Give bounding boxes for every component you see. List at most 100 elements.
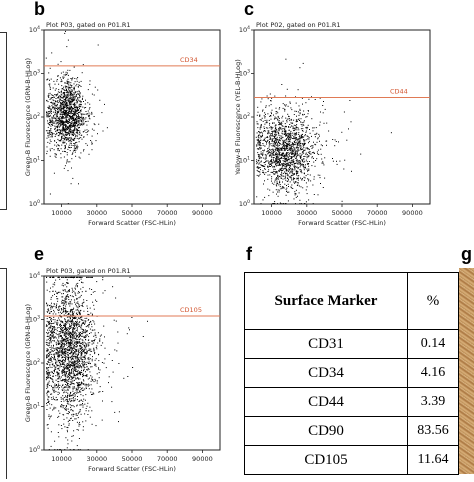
event-dot (68, 355, 69, 356)
event-dot (268, 163, 269, 164)
event-dot (294, 168, 295, 169)
event-dot (307, 138, 308, 139)
event-dot (64, 408, 65, 409)
event-dot (49, 414, 50, 415)
event-dots (256, 59, 392, 204)
event-dot (298, 168, 299, 169)
event-dot (288, 135, 289, 136)
event-dot (260, 137, 261, 138)
event-dot (70, 143, 71, 144)
event-dot (68, 381, 69, 382)
event-dot (263, 172, 264, 173)
y-tick-label: 100 (239, 199, 250, 208)
event-dot (309, 149, 310, 150)
event-dot (285, 173, 286, 174)
event-dot (57, 148, 58, 149)
event-dot (283, 148, 284, 149)
event-dot (71, 110, 72, 111)
event-dot (96, 347, 97, 348)
event-dot (62, 389, 63, 390)
event-dot (73, 291, 74, 292)
event-dot (93, 330, 94, 331)
event-dot (65, 145, 66, 146)
event-dot (80, 353, 81, 354)
event-dot (82, 306, 83, 307)
event-dot (74, 127, 75, 128)
event-dot (79, 95, 80, 96)
event-dot (65, 384, 66, 385)
event-dot (298, 139, 299, 140)
event-dot (75, 378, 76, 379)
event-dot (268, 175, 269, 176)
event-dot (63, 118, 64, 119)
event-dot (283, 160, 284, 161)
event-dot (277, 157, 278, 158)
event-dot (62, 77, 63, 78)
event-dot (59, 333, 60, 334)
event-dot (80, 125, 81, 126)
event-dot (57, 113, 58, 114)
event-dot (61, 111, 62, 112)
event-dot (77, 283, 78, 284)
event-dot (262, 133, 263, 134)
event-dot (76, 100, 77, 101)
event-dot (302, 160, 303, 161)
event-dot (53, 331, 54, 332)
event-dot (283, 108, 284, 109)
event-dot (286, 195, 287, 196)
event-dot (299, 105, 300, 106)
event-dot (64, 329, 65, 330)
x-tick-label: 70000 (157, 209, 178, 217)
event-dot (49, 359, 50, 360)
event-dot (276, 108, 277, 109)
event-dot (77, 327, 78, 328)
event-dot (75, 81, 76, 82)
event-dot (292, 168, 293, 169)
event-dot (75, 363, 76, 364)
event-dot (304, 180, 305, 181)
event-dot (58, 337, 59, 338)
event-dot (63, 290, 64, 291)
event-dot (281, 157, 282, 158)
event-dot (268, 195, 269, 196)
event-dot (286, 139, 287, 140)
event-dot (66, 130, 67, 131)
event-dot (55, 367, 56, 368)
event-dot (71, 107, 72, 108)
event-dot (290, 145, 291, 146)
event-dot (74, 300, 75, 301)
event-dot (272, 166, 273, 167)
event-dot (55, 110, 56, 111)
event-dot (70, 332, 71, 333)
event-dot (62, 312, 63, 313)
event-dot (75, 354, 76, 355)
event-dot (83, 380, 84, 381)
event-dot (286, 148, 287, 149)
event-dot (100, 369, 101, 370)
event-dot (67, 440, 68, 441)
event-dot (88, 386, 89, 387)
event-dot (54, 332, 55, 333)
event-dot (277, 112, 278, 113)
event-dot (284, 149, 285, 150)
event-dot (72, 337, 73, 338)
event-dot (82, 333, 83, 334)
event-dot (70, 103, 71, 104)
event-dot (68, 79, 69, 80)
event-dot (74, 351, 75, 352)
event-dot (79, 277, 80, 278)
event-dot (305, 156, 306, 157)
event-dot (295, 166, 296, 167)
event-dot (77, 97, 78, 98)
event-dot (336, 161, 337, 162)
event-dot (52, 340, 53, 341)
event-dot (267, 113, 268, 114)
event-dot (77, 98, 78, 99)
event-dot (256, 163, 257, 164)
event-dot (57, 449, 58, 450)
event-dot (78, 388, 79, 389)
event-dot (284, 129, 285, 130)
event-dot (61, 325, 62, 326)
event-dot (269, 174, 270, 175)
event-dot (50, 325, 51, 326)
